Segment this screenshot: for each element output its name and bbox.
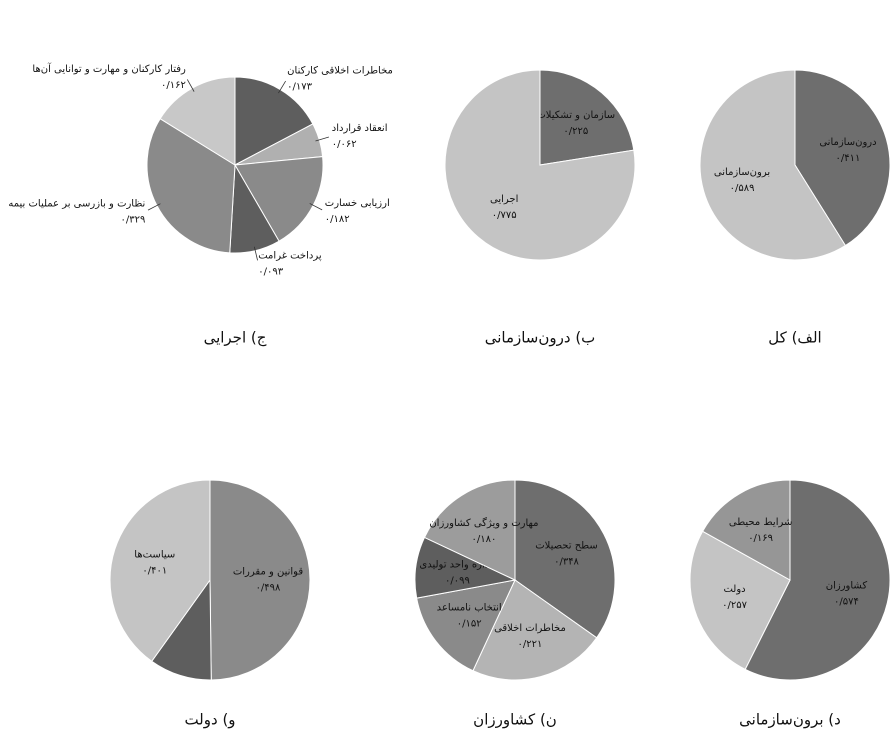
- slice-value: ۰/۰۹۹: [445, 576, 470, 587]
- slice-label: پرداخت غرامت: [258, 250, 322, 261]
- slice-label: درون‌سازمانی: [819, 137, 876, 148]
- slice-label: سازمان و تشکیلات: [536, 110, 615, 121]
- slice-value: ۰/۳۲۹: [120, 215, 145, 226]
- slice-value: ۰/۴۰۱: [142, 565, 167, 576]
- slice-label: رفتار کارکنان و مهارت و توانایی آن‌ها: [32, 62, 186, 75]
- slice-label: اجرایی: [490, 194, 518, 205]
- slice-label: سیاست‌ها: [134, 549, 175, 560]
- chart-title: د) برون‌سازمانی: [739, 711, 841, 729]
- slice-value: ۰/۱۶۲: [161, 80, 186, 91]
- slice-value: ۰/۵۷۴: [834, 596, 859, 607]
- chart-title: ن) کشاورزان: [473, 711, 557, 729]
- chart-title: الف) کل: [768, 329, 821, 347]
- figure: درون‌سازمانی ۰/۴۱۱ برون‌سازمانی ۰/۵۸۹ الف) ک…: [0, 0, 896, 744]
- slice-label: مخاطرات اخلاقی کارکنان: [287, 66, 393, 77]
- slice-label: مخاطرات اخلاقی: [494, 623, 566, 634]
- slice-value: ۰/۳۴۸: [554, 556, 579, 567]
- slice-label: نظارت و بازرسی بر عملیات بیمه: [8, 199, 145, 210]
- slice-value: ۰/۲۲۵: [563, 126, 588, 137]
- slice-label: برون‌سازمانی: [714, 167, 770, 178]
- slice-label: شرایط محیطی: [729, 517, 793, 528]
- slice-label: ارزیابی خسارت: [325, 198, 390, 209]
- slice-label: انعقاد قرارداد: [332, 123, 388, 134]
- slice-value: ۰/۴۹۸: [256, 583, 281, 594]
- slice-value: ۰/۱۵۲: [457, 619, 482, 630]
- slice-label: مهارت و ویژگی کشاورزان: [429, 517, 538, 529]
- slice-value: ۰/۰۶۲: [332, 139, 357, 150]
- slice-value: ۰/۱۸۰: [471, 534, 496, 545]
- slice-value: ۰/۵۸۹: [730, 183, 755, 194]
- chart-title: ج) اجرایی: [204, 329, 267, 348]
- slice-value: ۰/۰۹۳: [258, 266, 283, 277]
- slice-label: سطح تحصیلات: [535, 540, 598, 551]
- slice-label: انتخاب نامساعد: [437, 603, 502, 614]
- slice-label: دولت: [723, 584, 745, 595]
- chart-title: ب) درون‌سازمانی: [485, 329, 596, 347]
- slice-value: ۰/۱۸۲: [325, 214, 350, 225]
- chart-title: و) دولت: [184, 711, 235, 729]
- slice-label: قوانین و مقررات: [233, 567, 303, 578]
- slice-value: ۰/۲۲۱: [518, 639, 543, 650]
- slice-value: ۰/۱۷۳: [287, 82, 312, 93]
- slice-value: ۰/۴۱۱: [836, 153, 861, 164]
- slice-value: ۰/۱۶۹: [748, 533, 773, 544]
- slice-label: کشاورزان: [826, 580, 868, 591]
- slice-value: ۰/۲۵۷: [722, 600, 747, 611]
- pie-slice: [210, 480, 310, 680]
- slice-value: ۰/۷۷۵: [492, 210, 517, 221]
